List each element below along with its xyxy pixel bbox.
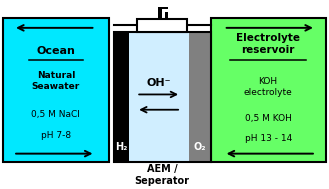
- Bar: [3, 18, 109, 162]
- Bar: [129, 32, 189, 162]
- Text: H₂: H₂: [115, 142, 127, 152]
- Text: 0,5 M KOH: 0,5 M KOH: [245, 114, 291, 123]
- Text: KOH
electrolyte: KOH electrolyte: [244, 77, 292, 97]
- Text: pH 13 - 14: pH 13 - 14: [244, 134, 292, 143]
- Text: OH⁻: OH⁻: [146, 78, 171, 88]
- Text: AEM /
Seperator: AEM / Seperator: [135, 163, 190, 186]
- Bar: [114, 32, 129, 162]
- Text: 0,5 M NaCl: 0,5 M NaCl: [32, 110, 80, 119]
- Bar: [158, 7, 168, 9]
- Text: O₂: O₂: [193, 142, 206, 152]
- Text: Electrolyte
reservoir: Electrolyte reservoir: [236, 33, 300, 55]
- Text: Ocean: Ocean: [37, 46, 75, 56]
- Bar: [114, 32, 211, 162]
- Text: Natural
Seawater: Natural Seawater: [32, 71, 80, 91]
- Bar: [137, 19, 187, 32]
- Bar: [158, 9, 162, 19]
- Bar: [189, 32, 211, 162]
- Text: pH 7-8: pH 7-8: [41, 131, 71, 140]
- Bar: [211, 18, 326, 162]
- Bar: [164, 12, 168, 19]
